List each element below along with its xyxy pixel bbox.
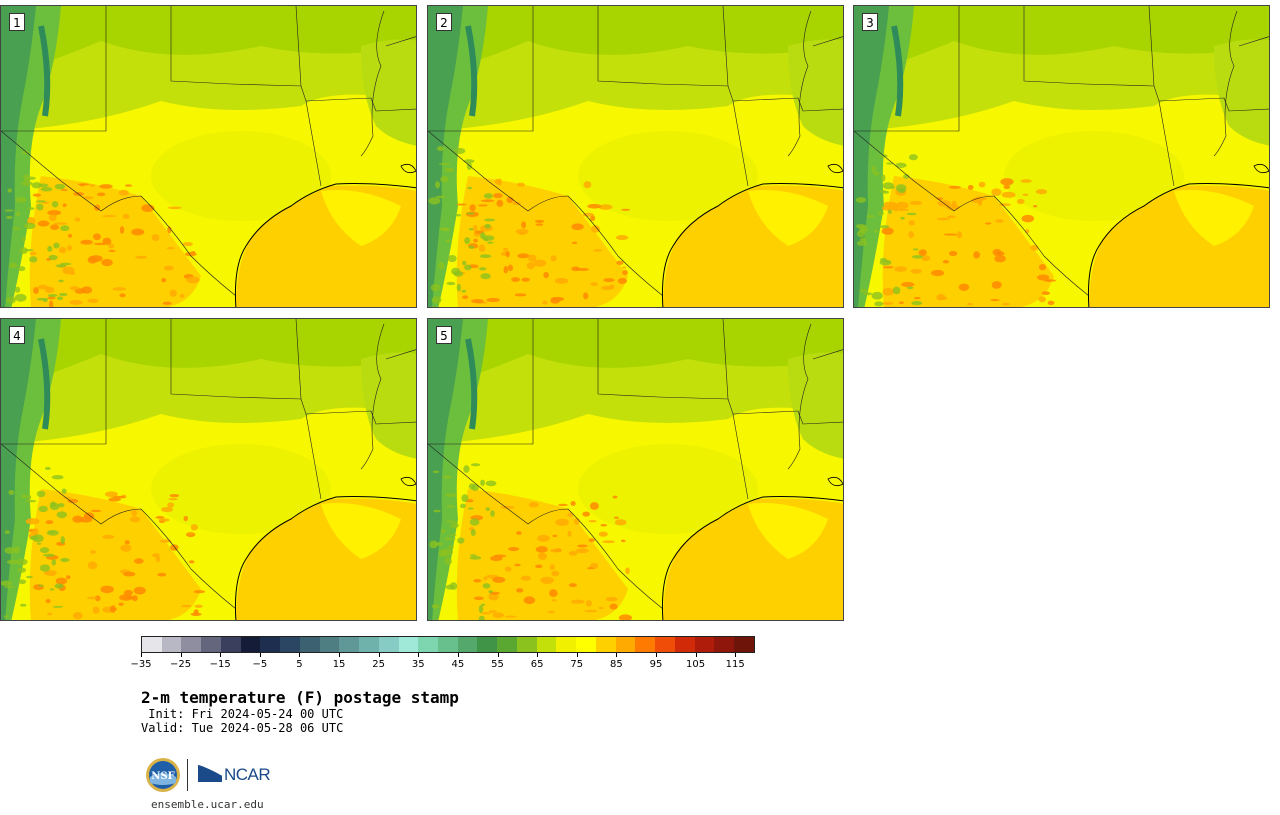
colorbar-tick — [259, 653, 261, 657]
colorbar-segment — [734, 637, 754, 652]
member-label: 2 — [436, 13, 452, 31]
colorbar-tick — [141, 653, 142, 657]
ensemble-member-map-4: 4 — [0, 318, 417, 621]
colorbar-tick — [180, 653, 182, 657]
colorbar-tick-label: 105 — [686, 659, 706, 670]
colorbar-segment — [714, 637, 735, 652]
colorbar-tick-label: 55 — [491, 659, 504, 670]
sponsor-logos: NSF NCAR — [145, 757, 285, 793]
temperature-map — [1, 6, 416, 307]
member-label: 5 — [436, 326, 452, 344]
colorbar-tick — [457, 653, 459, 657]
temperature-map — [428, 6, 843, 307]
colorbar-segment — [299, 637, 320, 652]
colorbar-tick-label: −5 — [252, 659, 268, 670]
website-url: ensemble.ucar.edu — [151, 798, 264, 811]
colorbar-segment — [142, 637, 162, 652]
ensemble-member-map-1: 1 — [0, 5, 417, 308]
colorbar-tick-label: 115 — [725, 659, 745, 670]
colorbar-segment — [378, 637, 399, 652]
colorbar-segment — [536, 637, 557, 652]
colorbar-segment — [240, 637, 261, 652]
temperature-map — [428, 319, 843, 620]
colorbar-segment — [556, 637, 577, 652]
colorbar-tick — [735, 653, 737, 657]
ncar-logo-text: NCAR — [224, 765, 271, 784]
colorbar-segment — [497, 637, 517, 652]
colorbar-tick — [339, 653, 341, 657]
colorbar-tick-label: 25 — [372, 659, 386, 670]
logo-divider — [187, 759, 188, 791]
colorbar-segment — [438, 637, 458, 652]
colorbar-tick — [537, 653, 539, 657]
colorbar-tick-label: −35 — [130, 659, 152, 670]
colorbar-tick — [576, 653, 578, 657]
colorbar-tick-label: 15 — [332, 659, 346, 670]
colorbar-segment — [280, 637, 300, 652]
temperature-map — [854, 6, 1269, 307]
colorbar-segment — [161, 637, 182, 652]
colorbar-segment — [635, 637, 656, 652]
colorbar-segment — [220, 637, 241, 652]
colorbar-tick — [695, 653, 697, 657]
colorbar-tick-label: 5 — [296, 659, 303, 670]
init-time: Init: Fri 2024-05-24 00 UTC — [141, 707, 344, 721]
member-label: 4 — [9, 326, 25, 344]
colorbar-segment — [694, 637, 715, 652]
colorbar-tick-label: −15 — [209, 659, 231, 670]
colorbar-tick-label: 85 — [609, 659, 623, 670]
colorbar-tick — [655, 653, 657, 657]
colorbar-segment — [595, 637, 616, 652]
colorbar-segment — [516, 637, 537, 652]
colorbar-segment — [655, 637, 675, 652]
colorbar-tick-label: 95 — [649, 659, 663, 670]
ensemble-member-map-2: 2 — [427, 5, 844, 308]
colorbar-tick — [378, 653, 380, 657]
colorbar-tick — [497, 653, 499, 657]
colorbar-segment — [576, 637, 596, 652]
colorbar-tick-label: 75 — [570, 659, 584, 670]
colorbar-segment — [615, 637, 636, 652]
ncar-mark-icon — [197, 763, 223, 782]
colorbar-tick-label: −25 — [170, 659, 192, 670]
colorbar-tick — [418, 653, 420, 657]
colorbar-segment — [398, 637, 419, 652]
colorbar-tick-label: 35 — [411, 659, 425, 670]
colorbar-ticks: −35 −25 −15 −5 5 15 25 35 45 55 65 75 85 95 105 115 — [130, 653, 755, 673]
valid-time: Valid: Tue 2024-05-28 06 UTC — [141, 721, 344, 735]
nsf-logo-text: NSF — [151, 771, 174, 782]
colorbar-tick-label: 65 — [530, 659, 544, 670]
member-label: 3 — [862, 13, 878, 31]
colorbar-segment — [477, 637, 498, 652]
colorbar-tick-label: 45 — [451, 659, 465, 670]
colorbar-tick — [220, 653, 222, 657]
colorbar-segment — [418, 637, 439, 652]
colorbar-segment — [339, 637, 360, 652]
colorbar-tick — [299, 653, 301, 657]
ensemble-member-map-5: 5 — [427, 318, 844, 621]
colorbar-segment — [181, 637, 202, 652]
colorbar-tick — [616, 653, 618, 657]
ensemble-member-map-3: 3 — [853, 5, 1270, 308]
temperature-colorbar — [141, 636, 755, 653]
member-label: 1 — [9, 13, 25, 31]
colorbar-segment — [201, 637, 221, 652]
temperature-map — [1, 319, 416, 620]
figure-title: 2-m temperature (F) postage stamp — [141, 688, 459, 707]
colorbar-segment — [457, 637, 478, 652]
nsf-logo-icon: NSF — [146, 758, 180, 792]
colorbar-segment — [260, 637, 281, 652]
colorbar-segment — [674, 637, 695, 652]
colorbar-segment — [319, 637, 340, 652]
colorbar-segment — [359, 637, 379, 652]
